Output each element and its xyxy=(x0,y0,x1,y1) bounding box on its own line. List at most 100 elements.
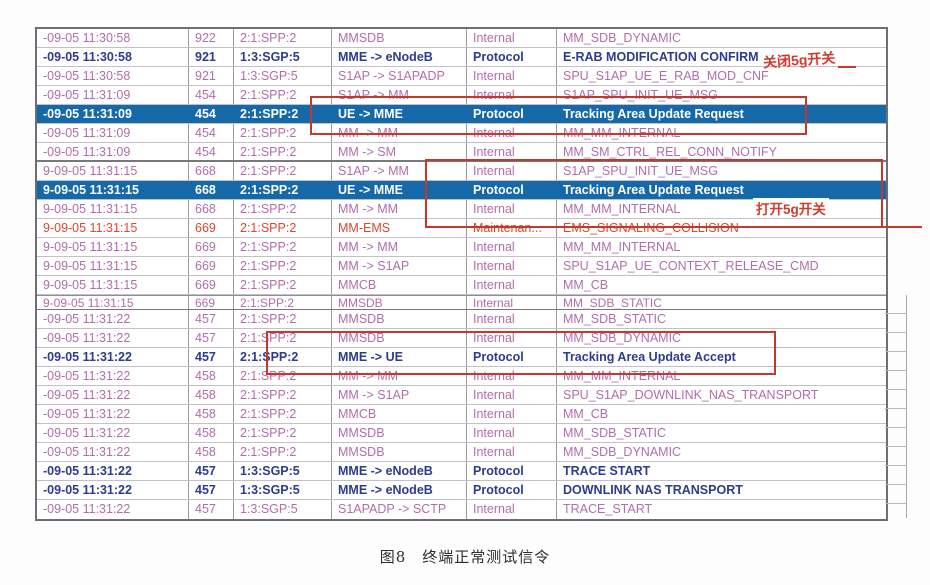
table-row[interactable]: -09-05 11:31:22 457 2:1:SPP:2 MMSDB Internal… xyxy=(37,310,886,329)
cell-message: MM_MM_INTERNAL xyxy=(563,126,681,140)
cell-direction: MMSDB xyxy=(332,310,467,328)
cell-direction: MME -> eNodeB xyxy=(332,481,467,499)
cell-msg-no: 458 xyxy=(189,443,234,461)
cell-direction: S1AP -> MM xyxy=(332,86,467,104)
cell-message: DOWNLINK NAS TRANSPORT xyxy=(563,483,743,497)
cell-board: 2:1:SPP:2 xyxy=(240,107,299,121)
cell-board: 2:1:SPP:2 xyxy=(234,443,332,461)
cell-direction: MMSDB xyxy=(332,329,467,347)
cell-board: 1:3:SGP:5 xyxy=(234,67,332,85)
table-row[interactable]: 9-09-05 11:31:15 669 2:1:SPP:2 MM-EMS Mainte… xyxy=(37,219,886,238)
table-row[interactable]: -09-05 11:31:22 458 2:1:SPP:2 MMCB Internal M… xyxy=(37,405,886,424)
cell-type: Internal xyxy=(467,257,557,275)
cell-time: 9-09-05 11:31:15 xyxy=(37,200,189,218)
figure-caption: 图8 终端正常测试信令 xyxy=(379,548,551,566)
cell-time: -09-05 11:31:22 xyxy=(37,386,189,404)
cell-type: Internal xyxy=(467,367,557,385)
cell-message: MM_SDB_DYNAMIC xyxy=(563,31,682,45)
table-row[interactable]: -09-05 11:30:58 921 1:3:SGP:5 MME -> eNodeB… xyxy=(37,48,886,67)
cell-time: -09-05 11:30:58 xyxy=(37,67,189,85)
cell-message: MM_MM_INTERNAL xyxy=(563,240,681,254)
cell-direction: MME -> eNodeB xyxy=(332,48,467,66)
cell-type: Protocol xyxy=(467,462,557,480)
cell-direction: MMSDB xyxy=(332,443,467,461)
table-row[interactable]: 9-09-05 11:31:15 668 2:1:SPP:2 S1AP -> MM In… xyxy=(37,162,886,181)
cell-type: Internal xyxy=(467,200,557,218)
table-row[interactable]: 9-09-05 11:31:15 668 2:1:SPP:2 MM -> MM Inte… xyxy=(37,200,886,219)
table-row[interactable]: -09-05 11:31:22 458 2:1:SPP:2 MM -> S1AP Int… xyxy=(37,386,886,405)
cell-board: 2:1:SPP:2 xyxy=(234,238,332,256)
table-row[interactable]: 9-09-05 11:31:15 669 2:1:SPP:2 MM -> S1AP In… xyxy=(37,257,886,276)
cell-direction: MMSDB xyxy=(332,29,467,47)
cell-msg-no: 669 xyxy=(189,276,234,294)
table-row[interactable]: 9-09-05 11:31:15 669 2:1:SPP:2 MMSDB Interna… xyxy=(37,295,886,310)
cell-time: -09-05 11:31:22 xyxy=(37,424,189,442)
table-row[interactable]: -09-05 11:31:22 457 2:1:SPP:2 MME -> UE Prot… xyxy=(37,348,886,367)
cell-board: 1:3:SGP:5 xyxy=(234,48,332,66)
cell-board: 1:3:SGP:5 xyxy=(234,462,332,480)
table-row[interactable]: -09-05 11:31:09 454 2:1:SPP:2 UE -> MME Prot… xyxy=(37,105,886,124)
cell-message: Tracking Area Update Accept xyxy=(563,350,736,364)
cell-type: Internal xyxy=(467,67,557,85)
cell-msg-no: 457 xyxy=(189,348,234,366)
table-row[interactable]: -09-05 11:31:22 457 1:3:SGP:5 S1APADP -> SC… xyxy=(37,500,886,519)
table-row[interactable]: -09-05 11:31:22 457 1:3:SGP:5 MME -> eNodeB… xyxy=(37,481,886,500)
cell-type: Internal xyxy=(467,405,557,423)
cell-board: 2:1:SPP:2 xyxy=(234,424,332,442)
cell-type: Internal xyxy=(467,276,557,294)
cell-board: 2:1:SPP:2 xyxy=(234,124,332,142)
cell-direction: MM -> S1AP xyxy=(332,257,467,275)
cell-message: Tracking Area Update Request xyxy=(563,183,744,197)
cell-direction: S1AP -> MM xyxy=(332,162,467,180)
cell-time: -09-05 11:30:58 xyxy=(37,29,189,47)
cell-time: -09-05 11:31:09 xyxy=(37,86,189,104)
table-row[interactable]: -09-05 11:31:22 458 2:1:SPP:2 MM -> MM Inter… xyxy=(37,367,886,386)
cell-time: 9-09-05 11:31:15 xyxy=(37,296,189,309)
cell-message: MM_SDB_STATIC xyxy=(563,426,667,440)
cell-type: Internal xyxy=(467,424,557,442)
cell-board: 2:1:SPP:2 xyxy=(234,367,332,385)
table-row[interactable]: -09-05 11:31:09 454 2:1:SPP:2 S1AP -> MM Int… xyxy=(37,86,886,105)
table-row[interactable]: -09-05 11:31:22 458 2:1:SPP:2 MMSDB Internal… xyxy=(37,424,886,443)
cell-msg-no: 668 xyxy=(195,183,216,197)
cell-time: 9-09-05 11:31:15 xyxy=(37,257,189,275)
cell-board: 2:1:SPP:2 xyxy=(234,405,332,423)
cell-time: 9-09-05 11:31:15 xyxy=(37,276,189,294)
cell-type: Internal xyxy=(467,443,557,461)
cell-direction: MMCB xyxy=(332,405,467,423)
cell-direction: MM -> MM xyxy=(332,124,467,142)
cell-message: MM_SDB_DYNAMIC xyxy=(563,445,682,459)
cell-direction: MM-EMS xyxy=(332,219,467,237)
cell-board: 2:1:SPP:2 xyxy=(240,183,299,197)
cell-time: -09-05 11:31:22 xyxy=(37,405,189,423)
table-row[interactable]: 9-09-05 11:31:15 669 2:1:SPP:2 MM -> MM Inte… xyxy=(37,238,886,257)
table-row[interactable]: -09-05 11:31:22 457 1:3:SGP:5 MME -> eNodeB… xyxy=(37,462,886,481)
cell-msg-no: 457 xyxy=(189,500,234,519)
cell-type: Maintenan... xyxy=(467,219,557,237)
cell-msg-no: 457 xyxy=(189,310,234,328)
cell-direction: S1AP -> S1APADP xyxy=(332,67,467,85)
table-row[interactable]: -09-05 11:30:58 921 1:3:SGP:5 S1AP -> S1APA… xyxy=(37,67,886,86)
table-row[interactable]: -09-05 11:30:58 922 2:1:SPP:2 MMSDB Internal… xyxy=(37,29,886,48)
table-row[interactable]: -09-05 11:31:22 458 2:1:SPP:2 MMSDB Internal… xyxy=(37,443,886,462)
cell-time: -09-05 11:31:22 xyxy=(37,443,189,461)
table-row[interactable]: -09-05 11:31:22 457 2:1:SPP:2 MMSDB Internal… xyxy=(37,329,886,348)
cell-direction: MM -> MM xyxy=(332,367,467,385)
table-row[interactable]: -09-05 11:31:09 454 2:1:SPP:2 MM -> SM Inter… xyxy=(37,143,886,162)
cell-type: Protocol xyxy=(467,48,557,66)
cell-time: -09-05 11:31:09 xyxy=(43,107,132,121)
table-row[interactable]: 9-09-05 11:31:15 668 2:1:SPP:2 UE -> MME Pro… xyxy=(37,181,886,200)
cell-message: TRACE_START xyxy=(563,502,653,516)
cell-board: 2:1:SPP:2 xyxy=(234,200,332,218)
cell-msg-no: 457 xyxy=(189,481,234,499)
cell-board: 2:1:SPP:2 xyxy=(234,348,332,366)
table-row[interactable]: -09-05 11:31:09 454 2:1:SPP:2 MM -> MM Inter… xyxy=(37,124,886,143)
cell-time: -09-05 11:31:22 xyxy=(37,481,189,499)
table-row[interactable]: 9-09-05 11:31:15 669 2:1:SPP:2 MMCB Internal… xyxy=(37,276,886,295)
cell-direction: UE -> MME xyxy=(338,107,403,121)
cell-type: Protocol xyxy=(467,348,557,366)
cell-message: MM_MM_INTERNAL xyxy=(563,369,681,383)
cell-msg-no: 454 xyxy=(189,124,234,142)
cell-message: MM_MM_INTERNAL xyxy=(563,202,681,216)
cell-time: -09-05 11:31:09 xyxy=(37,143,189,160)
